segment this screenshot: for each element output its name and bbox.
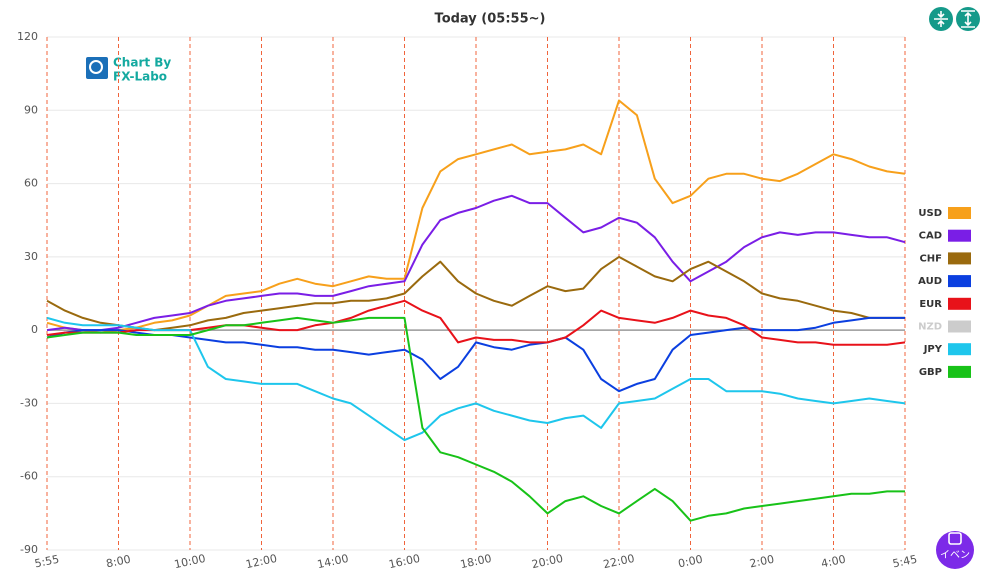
series-line [46,194,906,332]
x-tick-label: 22:00 [602,552,636,571]
series-line [46,299,906,346]
legend-swatch[interactable] [948,275,971,288]
y-tick-label: 90 [24,103,38,116]
legend-label: EUR [919,299,942,310]
y-tick-label: 120 [17,30,38,43]
x-tick-label: 12:00 [245,552,279,571]
x-tick-label: 14:00 [316,552,350,571]
logo-glass [89,60,103,74]
logo: Chart By FX-Labo [86,56,171,84]
x-tick-label: 2:00 [748,553,775,571]
x-tick-label: 10:00 [173,552,207,571]
legend-label: AUD [918,276,942,287]
series-line [46,255,905,332]
series-line [46,99,906,334]
y-tick-label: -90 [20,543,38,556]
x-tick-label: 5:55 [33,553,60,571]
logo-text: Chart By [113,56,171,70]
y-tick-label: 0 [31,323,38,336]
legend-label: CHF [919,253,942,264]
event-button[interactable]: イベン [936,531,974,569]
series-line [46,316,905,393]
legend-label: JPY [923,344,943,355]
legend-swatch[interactable] [948,207,971,219]
legend-label: NZD [918,322,942,333]
legend-label: USD [918,208,942,219]
x-tick-label: 4:00 [820,553,847,571]
zoom-buttons [929,7,980,31]
y-tick-label: 30 [24,250,38,263]
legend-swatch[interactable] [948,320,971,333]
series-line [46,316,905,522]
x-tick-label: 8:00 [105,553,132,571]
legend-swatch[interactable] [948,297,971,310]
event-label: イベン [940,549,970,561]
x-tick-label: 18:00 [459,552,493,571]
legend-swatch[interactable] [948,252,971,265]
legend-swatch[interactable] [948,343,971,356]
x-tick-label: 0:00 [677,553,704,571]
y-tick-label: -30 [20,396,38,409]
expand-icon [961,10,975,28]
series-line [46,316,906,442]
x-tick-label: 16:00 [388,552,422,571]
calendar-icon [948,532,962,545]
legend-swatch[interactable] [948,229,971,242]
legend-swatch[interactable] [948,365,971,378]
legend-label: GBP [919,367,942,378]
y-tick-label: 60 [24,177,38,190]
y-tick-label: -60 [20,470,38,483]
x-tick-label: 20:00 [531,552,565,571]
collapse-icon [934,11,948,27]
logo-text: FX-Labo [113,70,167,84]
legend-label: CAD [919,231,942,242]
x-tick-label: 5:45 [891,553,918,571]
chart-title: Today (05:55~) [435,12,546,27]
event-circle[interactable] [936,531,974,569]
